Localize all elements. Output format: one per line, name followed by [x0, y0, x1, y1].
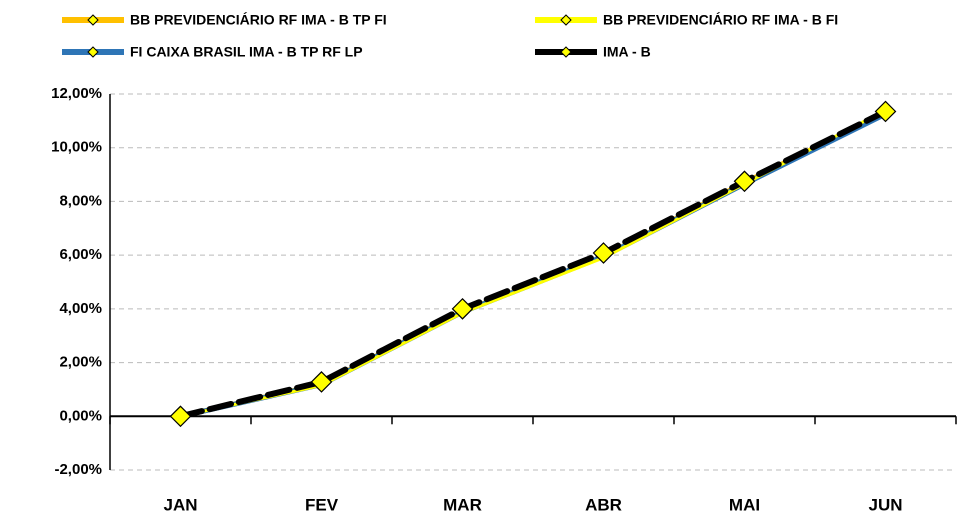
y-tick-label: 0,00%	[59, 407, 102, 424]
series-line	[179, 110, 887, 419]
marker	[592, 242, 615, 264]
y-tick-label: 8,00%	[59, 192, 102, 209]
legend-marker	[87, 14, 99, 26]
y-tick-label: -2,00%	[54, 461, 102, 478]
legend-marker	[87, 46, 99, 58]
legend-marker	[560, 14, 572, 26]
series-line	[177, 108, 889, 420]
series-line	[180, 108, 887, 418]
x-tick-label: ABR	[585, 495, 622, 514]
y-tick-label: 6,00%	[59, 246, 102, 263]
y-tick-label: 12,00%	[51, 85, 102, 102]
marker	[310, 371, 333, 393]
legend-label: IMA - B	[603, 44, 651, 60]
legend-marker	[560, 46, 572, 58]
x-tick-label: FEV	[305, 495, 339, 514]
legend-label: BB PREVIDENCIÁRIO RF IMA - B FI	[603, 12, 838, 28]
marker	[169, 405, 192, 428]
y-tick-label: 4,00%	[59, 300, 102, 317]
legend-label: FI CAIXA BRASIL IMA - B TP RF LP	[130, 44, 363, 60]
legend-label: BB PREVIDENCIÁRIO RF IMA - B TP FI	[130, 12, 387, 28]
marker	[733, 170, 756, 193]
y-tick-label: 10,00%	[51, 139, 102, 156]
x-tick-label: JAN	[163, 495, 197, 514]
x-tick-label: JUN	[868, 495, 902, 514]
x-tick-label: MAI	[729, 495, 760, 514]
y-tick-label: 2,00%	[59, 354, 102, 371]
x-tick-label: MAR	[443, 495, 482, 514]
marker	[451, 298, 474, 320]
series-line	[179, 111, 887, 419]
marker	[874, 100, 897, 123]
